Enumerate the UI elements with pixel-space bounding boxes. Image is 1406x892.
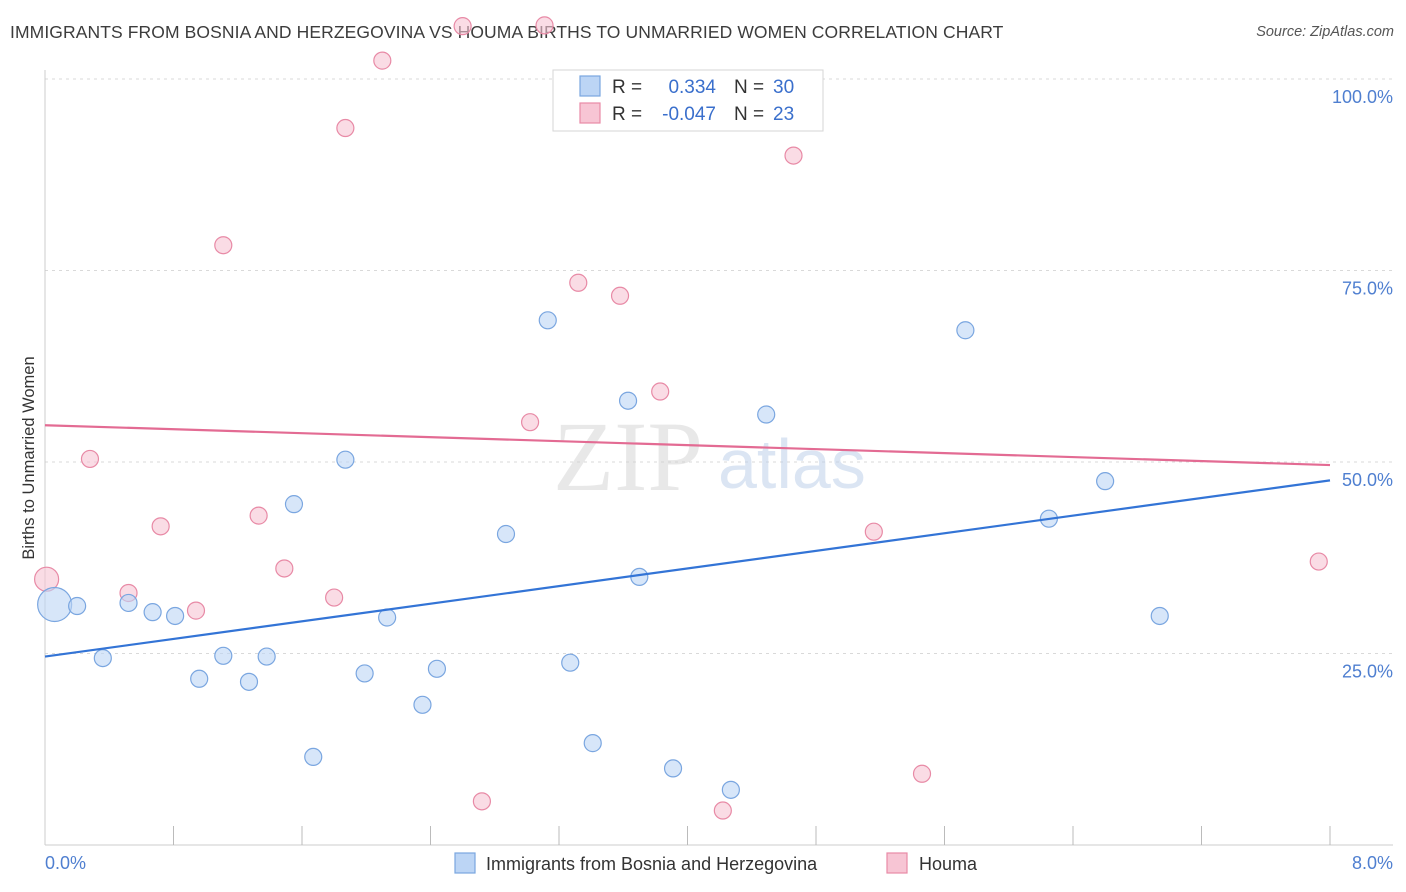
bosnia-point-4 xyxy=(143,603,162,622)
chart-source: Source: ZipAtlas.com xyxy=(1256,24,1394,40)
bosnia-point-1 xyxy=(68,596,87,616)
stats-n-label-blue: N = xyxy=(734,77,764,98)
bosnia-trend-line xyxy=(44,479,1331,658)
x-tick-label-max: 8.0% xyxy=(1352,853,1393,873)
legend-swatch-houma xyxy=(886,852,908,874)
bosnia-point-11 xyxy=(304,747,323,767)
legend-swatch-bosnia xyxy=(454,852,476,874)
bosnia-point-3 xyxy=(119,593,138,613)
bosnia-point-20 xyxy=(583,734,602,753)
watermark-zip: ZIP xyxy=(553,401,703,512)
houma-point-7 xyxy=(275,559,294,578)
bosnia-point-0 xyxy=(37,586,73,623)
stats-r-label-pink: R = xyxy=(612,104,642,125)
stats-r-label-blue: R = xyxy=(612,77,642,98)
bosnia-point-17 xyxy=(496,524,516,544)
houma-point-3 xyxy=(151,517,170,536)
bosnia-point-26 xyxy=(956,321,975,340)
houma-point-18 xyxy=(713,801,732,820)
bosnia-point-18 xyxy=(538,311,557,330)
bosnia-point-2 xyxy=(93,648,112,668)
legend: Immigrants from Bosnia and Herzegovina H… xyxy=(454,852,978,874)
bosnia-point-9 xyxy=(257,647,276,666)
bosnia-point-23 xyxy=(663,759,683,778)
houma-point-16 xyxy=(610,286,630,305)
houma-point-1 xyxy=(80,449,100,469)
stats-n-label-pink: N = xyxy=(734,104,764,125)
houma-point-19 xyxy=(784,146,803,165)
houma-point-14 xyxy=(535,16,554,35)
y-axis-label: Births to Unmarried Women xyxy=(20,356,38,559)
houma-point-9 xyxy=(336,118,355,138)
houma-point-15 xyxy=(569,273,588,292)
stats-swatch-blue xyxy=(579,75,601,97)
axes xyxy=(44,70,1393,846)
houma-point-8 xyxy=(325,588,344,607)
bosnia-point-5 xyxy=(166,606,185,626)
houma-trend-line xyxy=(44,424,1331,467)
bosnia-point-29 xyxy=(1150,606,1169,626)
stats-box: R = 0.334 N = 30 R = -0.047 N = 23 xyxy=(552,69,824,132)
stats-n-value-pink: 23 xyxy=(773,104,794,125)
bosnia-point-15 xyxy=(413,695,432,714)
stats-r-value-pink: -0.047 xyxy=(662,104,716,125)
series-bosnia-points xyxy=(37,311,1169,799)
y-tick-labels: 25.0% 50.0% 75.0% 100.0% xyxy=(1332,87,1393,682)
bosnia-point-19 xyxy=(561,653,580,672)
houma-point-13 xyxy=(520,413,540,432)
trend-lines xyxy=(44,424,1331,658)
houma-point-6 xyxy=(249,506,268,525)
stats-r-value-blue: 0.334 xyxy=(668,77,716,98)
grid xyxy=(45,78,1393,654)
houma-point-20 xyxy=(864,522,883,541)
x-tick-labels: 0.0% 8.0% xyxy=(45,853,1393,873)
y-tick-label-75: 75.0% xyxy=(1342,279,1393,299)
bosnia-point-21 xyxy=(618,391,638,410)
stats-n-value-blue: 30 xyxy=(773,77,794,98)
chart-title: IMMIGRANTS FROM BOSNIA AND HERZEGOVINA V… xyxy=(10,22,1004,42)
y-tick-label-25: 25.0% xyxy=(1342,662,1393,682)
houma-point-11 xyxy=(453,17,472,36)
houma-point-10 xyxy=(373,51,392,70)
bosnia-point-24 xyxy=(721,780,740,799)
houma-point-21 xyxy=(912,764,932,783)
houma-point-5 xyxy=(214,236,233,255)
bosnia-point-13 xyxy=(355,664,374,683)
bosnia-point-28 xyxy=(1096,472,1115,491)
watermark: ZIP atlas xyxy=(553,401,866,512)
bosnia-point-7 xyxy=(214,646,233,665)
y-tick-label-50: 50.0% xyxy=(1342,470,1393,490)
y-tick-label-100: 100.0% xyxy=(1332,87,1393,107)
bosnia-point-10 xyxy=(284,495,304,514)
houma-point-17 xyxy=(651,382,670,401)
bosnia-point-16 xyxy=(427,659,447,678)
legend-label-houma: Houma xyxy=(919,854,978,874)
bosnia-point-8 xyxy=(239,672,259,691)
houma-point-22 xyxy=(1309,552,1328,571)
houma-point-12 xyxy=(472,792,491,811)
x-tick-label-min: 0.0% xyxy=(45,853,86,873)
bosnia-point-12 xyxy=(336,450,355,469)
bosnia-point-6 xyxy=(190,669,209,688)
bosnia-point-25 xyxy=(757,405,776,424)
houma-point-4 xyxy=(186,601,206,620)
stats-swatch-pink xyxy=(579,102,601,124)
legend-label-bosnia: Immigrants from Bosnia and Herzegovina xyxy=(486,854,818,874)
watermark-atlas: atlas xyxy=(718,425,866,503)
